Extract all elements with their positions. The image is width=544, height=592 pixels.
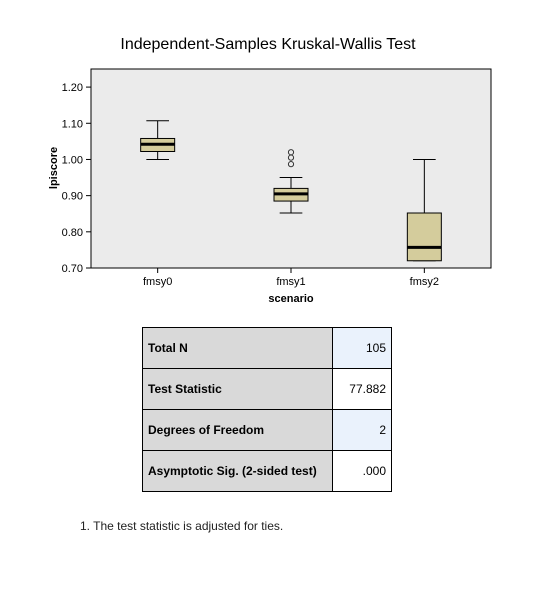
y-tick-label: 0.80: [62, 227, 83, 239]
table-row-asymptotic-sig: Asymptotic Sig. (2-sided test) .000: [142, 450, 392, 492]
outlier-point: [287, 149, 295, 156]
y-tick-label: 0.90: [62, 191, 83, 203]
table-row-test-statistic: Test Statistic 77.882: [142, 368, 392, 410]
y-axis-label: lpiscore: [48, 147, 60, 189]
y-tick-label: 1.00: [62, 154, 83, 166]
row-value: .000: [332, 450, 392, 492]
chart-title: Independent-Samples Kruskal-Wallis Test: [120, 36, 416, 53]
footnote: 1. The test statistic is adjusted for ti…: [80, 519, 284, 533]
row-label: Degrees of Freedom: [142, 409, 333, 451]
y-tick-label: 1.20: [62, 82, 83, 94]
x-axis-label: scenario: [268, 293, 314, 305]
row-value: 105: [332, 327, 392, 369]
table-row-total-n: Total N 105: [142, 327, 392, 369]
row-value: 77.882: [332, 368, 392, 410]
row-label: Total N: [142, 327, 333, 369]
x-tick-label: fmsy2: [410, 276, 439, 288]
row-label: Test Statistic: [142, 368, 333, 410]
y-tick-label: 0.70: [62, 263, 83, 275]
table-row-degrees-of-freedom: Degrees of Freedom 2: [142, 409, 392, 451]
x-tick-label: fmsy0: [143, 276, 172, 288]
boxplot-chart: 0.70 0.80 0.90 1.00 1.10 1.20 lpiscore fmsy0 fms…: [48, 68, 492, 305]
x-tick-label: fmsy1: [276, 276, 305, 288]
row-value: 2: [332, 409, 392, 451]
y-tick-label: 1.10: [62, 118, 83, 130]
outlier-point: [287, 161, 295, 168]
row-label: Asymptotic Sig. (2-sided test): [142, 450, 333, 492]
box-fmsy2: [406, 212, 442, 262]
test-summary-table: Total N 105 Test Statistic 77.882 Degree…: [142, 327, 392, 492]
